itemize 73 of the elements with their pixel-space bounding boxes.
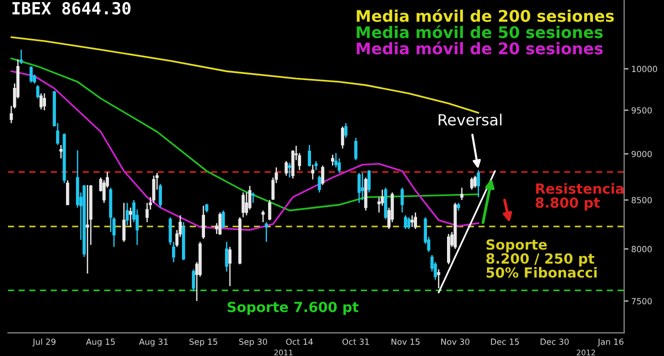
candlestick — [36, 84, 40, 100]
candlestick — [126, 202, 129, 226]
candlestick — [86, 184, 90, 274]
candlestick — [252, 192, 255, 204]
x-tick-label: Oct 14 — [286, 338, 313, 345]
candlestick — [225, 241, 228, 272]
candlestick — [340, 126, 344, 150]
candlestick — [407, 216, 410, 230]
candlestick — [311, 164, 314, 180]
candlestick — [321, 164, 324, 186]
y-tick-label: 8000 — [632, 246, 652, 252]
x-tick-label: Nov 15 — [392, 338, 420, 345]
candlestick — [331, 154, 334, 166]
candlestick — [410, 214, 414, 228]
candlestick — [59, 144, 63, 159]
y-tick-label: 10000 — [632, 66, 658, 72]
candlestick — [474, 175, 477, 188]
candlestick — [42, 92, 46, 111]
candlestick — [192, 268, 196, 292]
candlestick — [314, 160, 318, 171]
y-tick-label: 7500 — [632, 298, 652, 304]
text: Media móvil de 20 sesiones — [356, 41, 603, 54]
candlestick — [202, 205, 206, 240]
candlestick — [122, 202, 126, 243]
candlestick — [414, 212, 418, 230]
candlestick — [20, 49, 23, 65]
ref-line-label: Soporte 8.200 / 250 pt 50% Fibonacci — [486, 239, 597, 278]
candlestick — [470, 176, 474, 190]
candlestick — [261, 210, 265, 223]
x-tick-label: Oct 31 — [342, 338, 369, 345]
candlestick — [158, 183, 162, 208]
x-tick-label: Aug 15 — [86, 338, 115, 346]
candlestick — [437, 268, 440, 289]
candlestick — [404, 214, 408, 230]
text: Media móvil de 50 sesiones — [356, 25, 603, 38]
candlestick — [460, 187, 464, 201]
candlestick — [318, 175, 321, 194]
candlestick — [128, 207, 132, 228]
x-tick-label: Aug 31 — [139, 338, 168, 346]
candlestick — [344, 122, 348, 139]
candlestick — [288, 162, 292, 178]
candlestick — [308, 144, 312, 168]
candlestick — [66, 180, 70, 206]
x-tick-label: Jan 16 — [597, 338, 624, 346]
candlestick — [476, 170, 480, 198]
y-tick-label: 9500 — [632, 107, 652, 114]
ref-line-label: Soporte 7.600 pt — [228, 302, 359, 315]
chart-title: IBEX 8644.30 — [12, 2, 130, 15]
x-tick-label: Nov 30 — [441, 338, 470, 345]
y-tick-label: 9000 — [632, 150, 652, 158]
y-tick-label: 8500 — [632, 196, 652, 204]
x-tick-label: Sep 15 — [189, 338, 218, 346]
candlestick — [367, 170, 371, 194]
x-tick-label: Dec 15 — [491, 338, 519, 345]
annotation: Reversal — [438, 114, 502, 126]
candlestick — [242, 192, 245, 218]
x-tick-label: Dec 30 — [540, 338, 569, 345]
candlestick — [30, 66, 33, 84]
text: Media móvil de 200 sesiones — [356, 8, 614, 22]
candlestick — [228, 246, 232, 287]
candlestick — [40, 92, 43, 110]
candlestick — [284, 160, 288, 176]
candlestick — [400, 187, 404, 214]
candlestick — [358, 172, 361, 204]
candlestick — [360, 172, 364, 201]
ref-line-label: Resistencia 8.800 pt — [536, 183, 624, 211]
candlestick — [218, 212, 222, 236]
x-tick-label: Jul 29 — [32, 338, 56, 346]
candlestick — [222, 210, 225, 229]
candlestick — [268, 199, 272, 221]
candlestick — [354, 137, 358, 161]
candlestick — [264, 222, 268, 243]
x-tick-label: Sep 30 — [239, 338, 268, 346]
